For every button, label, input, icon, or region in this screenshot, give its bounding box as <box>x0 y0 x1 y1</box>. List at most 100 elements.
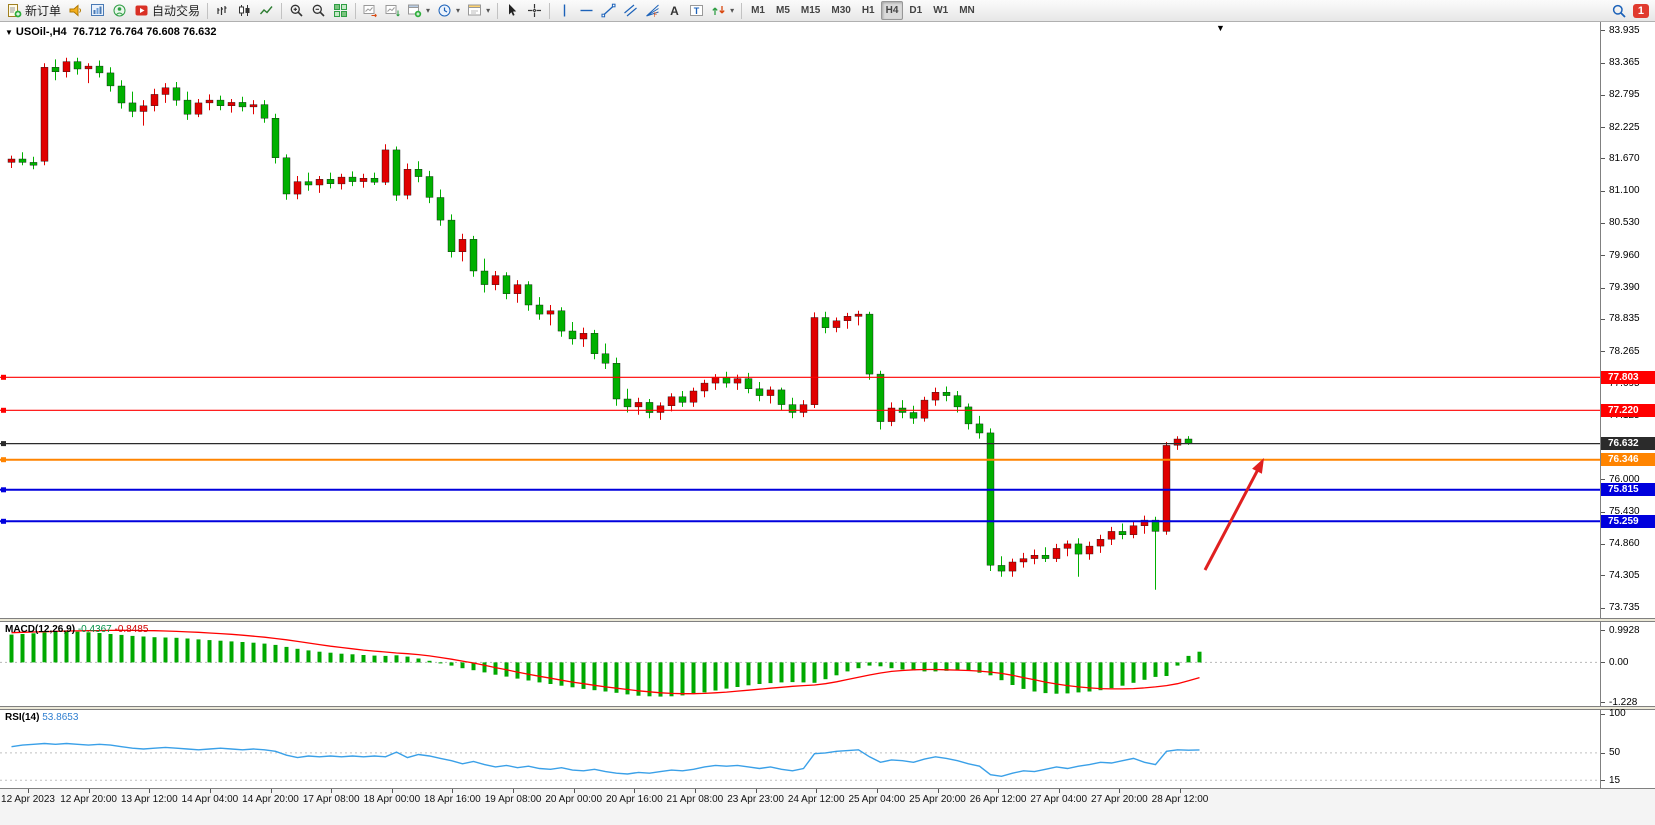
fibonacci-button[interactable]: F <box>642 1 663 21</box>
chart-shift-marker-icon[interactable]: ▼ <box>1216 23 1225 33</box>
line-icon <box>259 3 274 18</box>
macd-plot[interactable] <box>0 622 1600 706</box>
timeframe-h4[interactable]: H4 <box>880 1 904 20</box>
time-label: 13 Apr 12:00 <box>120 794 178 805</box>
channel-button[interactable] <box>620 1 641 21</box>
cursor-icon <box>505 3 520 18</box>
notification-badge[interactable]: 1 <box>1632 3 1649 18</box>
zoom-out-button[interactable] <box>308 1 329 21</box>
sound-alert-button[interactable] <box>65 1 86 21</box>
price-tick: 80.530 <box>1601 217 1640 228</box>
time-tick <box>88 789 90 793</box>
price-line-badge: 76.632 <box>1601 437 1655 451</box>
cursor-button[interactable] <box>502 1 523 21</box>
rsi-panel: RSI(14) 53.8653 100 50 15 <box>0 708 1655 788</box>
clock-icon <box>437 3 452 18</box>
fibo-icon: F <box>645 3 660 18</box>
macd-axis[interactable]: 0.9928 0.00 -1.228 <box>1600 622 1655 708</box>
time-label: 21 Apr 08:00 <box>666 794 724 805</box>
auto-scroll-button[interactable] <box>382 1 403 21</box>
market-watch-button[interactable] <box>87 1 108 21</box>
time-axis[interactable]: 12 Apr 2023 12 Apr 20:00 13 Apr 12:00 14 Ap… <box>0 788 1655 825</box>
macd-signal-value: -0.8485 <box>114 624 149 635</box>
tline-icon <box>601 3 616 18</box>
search-button[interactable] <box>1608 1 1630 21</box>
bars-icon <box>215 3 230 18</box>
timeframe-d1[interactable]: D1 <box>909 5 923 16</box>
auto-trading-button[interactable]: 自动交易 <box>131 1 203 21</box>
chart-shift-button[interactable] <box>360 1 381 21</box>
new-chart-button[interactable]: ▾ <box>404 1 433 21</box>
horizontal-line-button[interactable] <box>576 1 597 21</box>
crosshair-button[interactable] <box>524 1 545 21</box>
time-label: 25 Apr 04:00 <box>848 794 906 805</box>
timeframe-w1[interactable]: W1 <box>933 5 949 16</box>
price-tick: 74.305 <box>1601 570 1640 581</box>
rsi-tick: 50 <box>1601 747 1620 758</box>
price-tick: 81.670 <box>1601 153 1640 164</box>
time-tick <box>391 789 393 793</box>
periods-button[interactable]: ▾ <box>434 1 463 21</box>
timeframe-m5[interactable]: M5 <box>776 5 790 16</box>
chart-area: ▼ USOil-,H4 76.712 76.764 76.608 76.632 ▼… <box>0 22 1655 825</box>
toolbar-separator <box>549 2 551 19</box>
time-label: 20 Apr 16:00 <box>605 794 663 805</box>
panel-divider[interactable] <box>0 618 1655 622</box>
price-tick: 81.100 <box>1601 185 1640 196</box>
bar-chart-button[interactable] <box>212 1 233 21</box>
timeframe-m30[interactable]: M30 <box>831 5 851 16</box>
price-tick: 76.000 <box>1601 474 1640 485</box>
svg-text:F: F <box>654 13 658 18</box>
trendline-button[interactable] <box>598 1 619 21</box>
time-label: 26 Apr 12:00 <box>969 794 1027 805</box>
timeframe-m15[interactable]: M15 <box>800 5 821 16</box>
shapes-button[interactable]: ▾ <box>708 1 737 21</box>
search-icon <box>1611 3 1627 19</box>
label-icon: T <box>689 3 704 18</box>
line-chart-button[interactable] <box>256 1 277 21</box>
main-chart-panel: ▼ USOil-,H4 76.712 76.764 76.608 76.632 ▼… <box>0 22 1655 618</box>
candlestick-chart-button[interactable] <box>234 1 255 21</box>
panel-divider[interactable] <box>0 706 1655 710</box>
price-axis[interactable]: 83.935 83.365 82.795 82.225 81.670 81.100 80.5… <box>1600 22 1655 618</box>
rsi-value: 53.8653 <box>42 712 79 723</box>
timeframe-m1[interactable]: M1 <box>751 5 765 16</box>
rsi-axis[interactable]: 100 50 15 <box>1600 708 1655 788</box>
time-tick <box>998 789 1000 793</box>
toolbar-separator <box>497 2 499 19</box>
chart-title: ▼ USOil-,H4 76.712 76.764 76.608 76.632 <box>5 26 217 38</box>
tile-windows-button[interactable] <box>330 1 351 21</box>
dropdown-arrow-icon: ▾ <box>486 6 491 15</box>
symbol-dropdown-icon[interactable]: ▼ <box>5 28 13 37</box>
community-button[interactable] <box>109 1 130 21</box>
new-order-button[interactable]: 新订单 <box>4 1 64 21</box>
new-order-icon <box>7 3 22 18</box>
timeframe-h1[interactable]: H1 <box>861 5 875 16</box>
dropdown-arrow-icon: ▾ <box>426 6 431 15</box>
template-button[interactable]: ▾ <box>464 1 493 21</box>
price-line-badge: 75.259 <box>1601 514 1655 528</box>
tile-icon <box>333 3 348 18</box>
text-button[interactable]: A <box>664 1 685 21</box>
macd-tick: 0.9928 <box>1601 625 1640 636</box>
shapes-icon <box>711 3 726 18</box>
zoom-in-icon <box>289 3 304 18</box>
time-label: 25 Apr 20:00 <box>909 794 966 805</box>
time-tick <box>513 789 515 793</box>
price-tick: 78.835 <box>1601 313 1640 324</box>
price-tick: 73.735 <box>1601 602 1640 613</box>
price-tick: 78.265 <box>1601 346 1640 357</box>
price-chart-plot[interactable] <box>0 22 1600 618</box>
chart-ohlc: 76.712 76.764 76.608 76.632 <box>72 26 217 38</box>
candles-icon <box>237 3 252 18</box>
vertical-line-button[interactable] <box>554 1 575 21</box>
svg-text:T: T <box>694 6 700 16</box>
macd-panel: MACD(12,26,9) -0.4367 -0.8485 0.9928 0.00… <box>0 622 1655 708</box>
text-icon: A <box>667 3 682 18</box>
rsi-plot[interactable] <box>0 710 1600 788</box>
timeframe-mn[interactable]: MN <box>959 5 975 16</box>
label-button[interactable]: T <box>686 1 707 21</box>
toolbar-separator <box>207 2 209 19</box>
price-line-badge: 77.803 <box>1601 370 1655 384</box>
zoom-in-button[interactable] <box>286 1 307 21</box>
